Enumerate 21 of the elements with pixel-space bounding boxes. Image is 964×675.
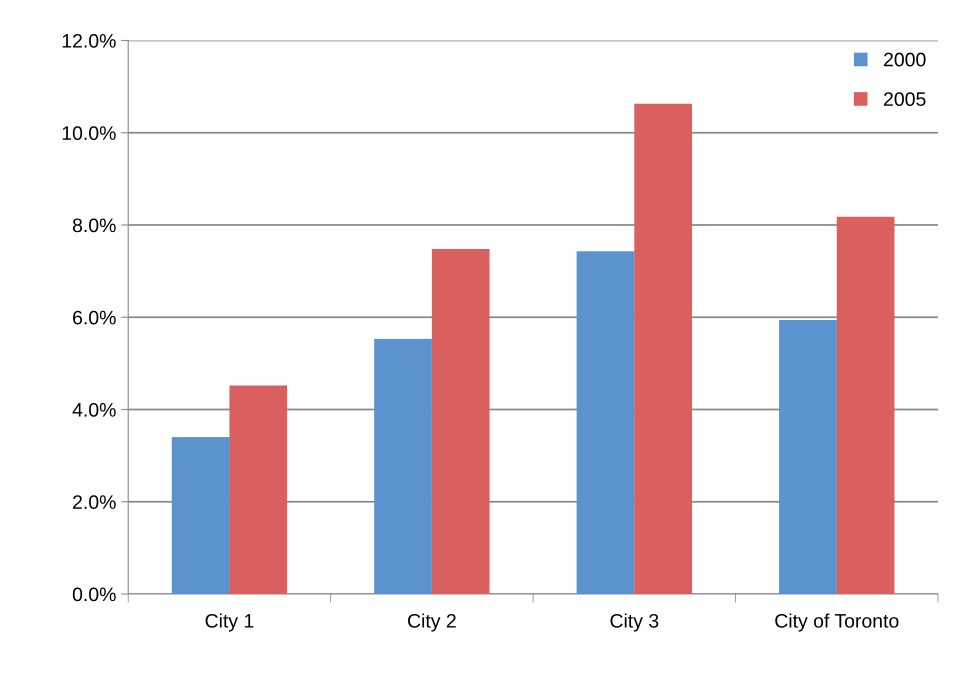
x-tick-label: City of Toronto <box>775 613 898 632</box>
bar <box>634 104 692 594</box>
bar <box>779 320 837 594</box>
bar <box>836 216 894 594</box>
y-tick-label: 10.0% <box>62 126 116 140</box>
y-tick-label: 8.0% <box>72 218 116 232</box>
x-tick-label: City 1 <box>206 613 254 632</box>
y-tick-label: 0.0% <box>72 587 116 602</box>
y-tick-label: 6.0% <box>73 310 116 324</box>
bar <box>432 248 490 594</box>
bar <box>576 251 634 594</box>
x-tick-label: City 2 <box>408 613 456 632</box>
bar <box>229 386 288 594</box>
y-tick-label: 12.0% <box>62 34 116 48</box>
x-tick-label: City 3 <box>610 613 658 632</box>
legend-label: 2005 <box>884 92 926 106</box>
bar <box>374 338 432 594</box>
bar <box>172 437 230 594</box>
y-tick-label: 4.0% <box>72 402 116 417</box>
y-tick-label: 2.0% <box>73 495 116 509</box>
legend-label: 2000 <box>884 52 926 66</box>
